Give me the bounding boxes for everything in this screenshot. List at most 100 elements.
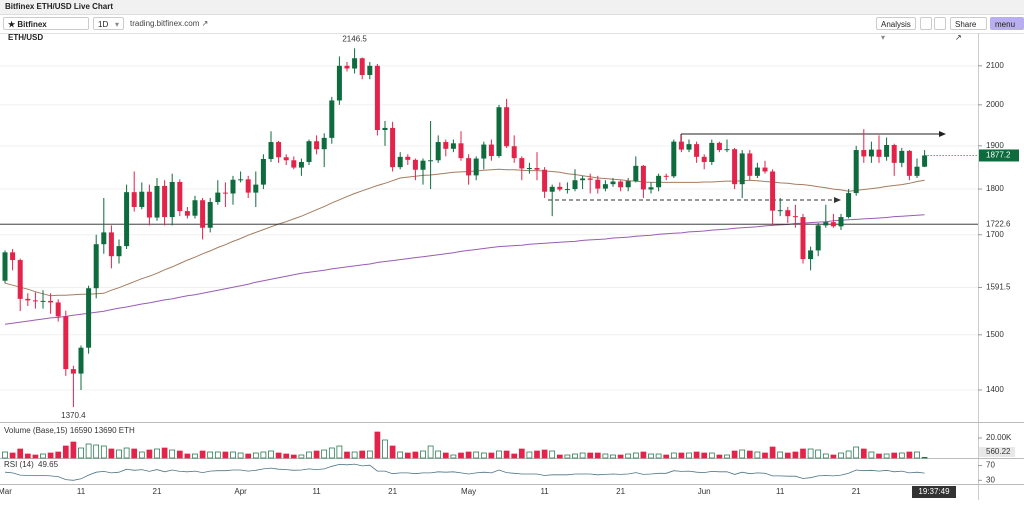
volume-bar <box>298 454 305 459</box>
candle-body <box>504 107 510 147</box>
volume-bar <box>290 454 297 459</box>
candle-body <box>200 200 206 228</box>
candle-body <box>595 179 601 189</box>
candle-body <box>618 181 624 188</box>
analysis-button[interactable]: Analysis ▾ <box>876 17 916 42</box>
volume-bar <box>602 453 609 459</box>
candle-body <box>648 187 654 190</box>
candle-body <box>93 244 99 289</box>
volume-bar <box>716 454 723 459</box>
window-title-bar: Bitfinex ETH/USD Live Chart <box>0 0 1024 15</box>
candle-body <box>298 161 304 168</box>
candle-body <box>792 216 798 218</box>
candle-body <box>716 142 722 151</box>
candle-body <box>306 141 312 162</box>
volume-bar <box>480 452 487 459</box>
volume-bar <box>564 454 571 459</box>
x-tick-label: Mar <box>0 487 12 496</box>
volume-bar <box>412 451 419 459</box>
volume-bar <box>442 452 449 459</box>
volume-bar <box>511 453 518 459</box>
candle-body <box>754 167 760 176</box>
link[interactable]: trading.bitfinex.com ↗ <box>130 19 209 28</box>
volume-bar <box>921 457 928 459</box>
volume-bar <box>731 450 738 459</box>
volume-bar <box>328 447 335 459</box>
interval-button[interactable]: 1D ▾ <box>93 17 124 30</box>
volume-bar <box>655 453 662 459</box>
candle-body <box>17 260 23 299</box>
layout-button[interactable] <box>920 17 932 30</box>
volume-bar <box>906 451 913 459</box>
candle-body <box>534 168 540 170</box>
arrow-head <box>939 131 946 137</box>
candle-body <box>222 192 228 194</box>
candle-body <box>671 141 677 177</box>
candle-body <box>762 167 768 172</box>
volume-bar <box>800 448 806 459</box>
candle-body <box>169 181 175 218</box>
toolbar: ★ Bitfinex ETH/USD 1D ▾ trading.bitfinex.… <box>0 15 1024 42</box>
rsi-value: 49.65 <box>38 460 59 469</box>
candle-body <box>70 369 76 374</box>
symbol: Bitfinex ETH/USD <box>8 20 47 42</box>
candle-body <box>443 142 449 149</box>
volume-bar <box>435 450 442 459</box>
candle-body <box>633 165 639 182</box>
symbol-button[interactable]: ★ Bitfinex ETH/USD <box>3 17 89 42</box>
volume-bar <box>845 450 852 459</box>
volume-bar <box>769 446 776 459</box>
candle-body <box>374 65 380 130</box>
volume-bar <box>351 451 358 459</box>
volume-bar <box>503 450 510 459</box>
share-button[interactable]: Share ↗ <box>950 17 987 42</box>
candle-body <box>344 65 350 69</box>
volume-bar <box>24 453 31 459</box>
candle-body <box>519 158 525 169</box>
candle-body <box>10 252 16 261</box>
last-volume-box <box>979 447 1015 457</box>
volume-bar <box>100 445 107 459</box>
candle-body <box>48 300 54 303</box>
volume-bar <box>260 451 267 459</box>
volume-bar <box>693 451 700 459</box>
candle-body <box>686 144 692 150</box>
x-tick-label: 11 <box>312 487 321 496</box>
volume-bar <box>9 452 16 459</box>
last-price-box <box>979 149 1019 162</box>
volume-bar <box>32 454 39 459</box>
volume-bar <box>458 452 464 459</box>
candle-body <box>78 347 84 374</box>
arrow-head <box>834 197 841 203</box>
volume-bar <box>777 451 784 459</box>
candle-body <box>336 65 342 101</box>
volume-bar <box>374 431 381 459</box>
draw-button[interactable] <box>934 17 946 30</box>
candle-body <box>116 246 122 257</box>
volume-bar <box>883 453 890 459</box>
candle-body <box>2 252 8 281</box>
volume-bar <box>784 452 791 459</box>
volume-bar <box>344 451 350 459</box>
volume-bar <box>123 447 130 459</box>
candle-body <box>838 217 844 227</box>
volume-bar <box>321 449 328 459</box>
volume-bar <box>306 451 312 459</box>
x-tick-label: 11 <box>776 487 785 496</box>
volume-bar <box>663 454 670 459</box>
candle-body <box>922 155 928 167</box>
candle-body <box>770 171 776 211</box>
candle-body <box>192 200 198 216</box>
candle-body <box>846 193 852 218</box>
volume-bar <box>594 452 601 459</box>
volume-bar <box>313 450 320 459</box>
volume-bar <box>138 451 145 459</box>
volume-bar <box>473 451 480 459</box>
volume-bar <box>898 452 905 459</box>
candle-body <box>412 159 418 170</box>
candle-body <box>238 179 244 181</box>
volume-bar <box>876 453 882 459</box>
rsi-line <box>4 463 925 481</box>
candle-body <box>382 127 388 130</box>
